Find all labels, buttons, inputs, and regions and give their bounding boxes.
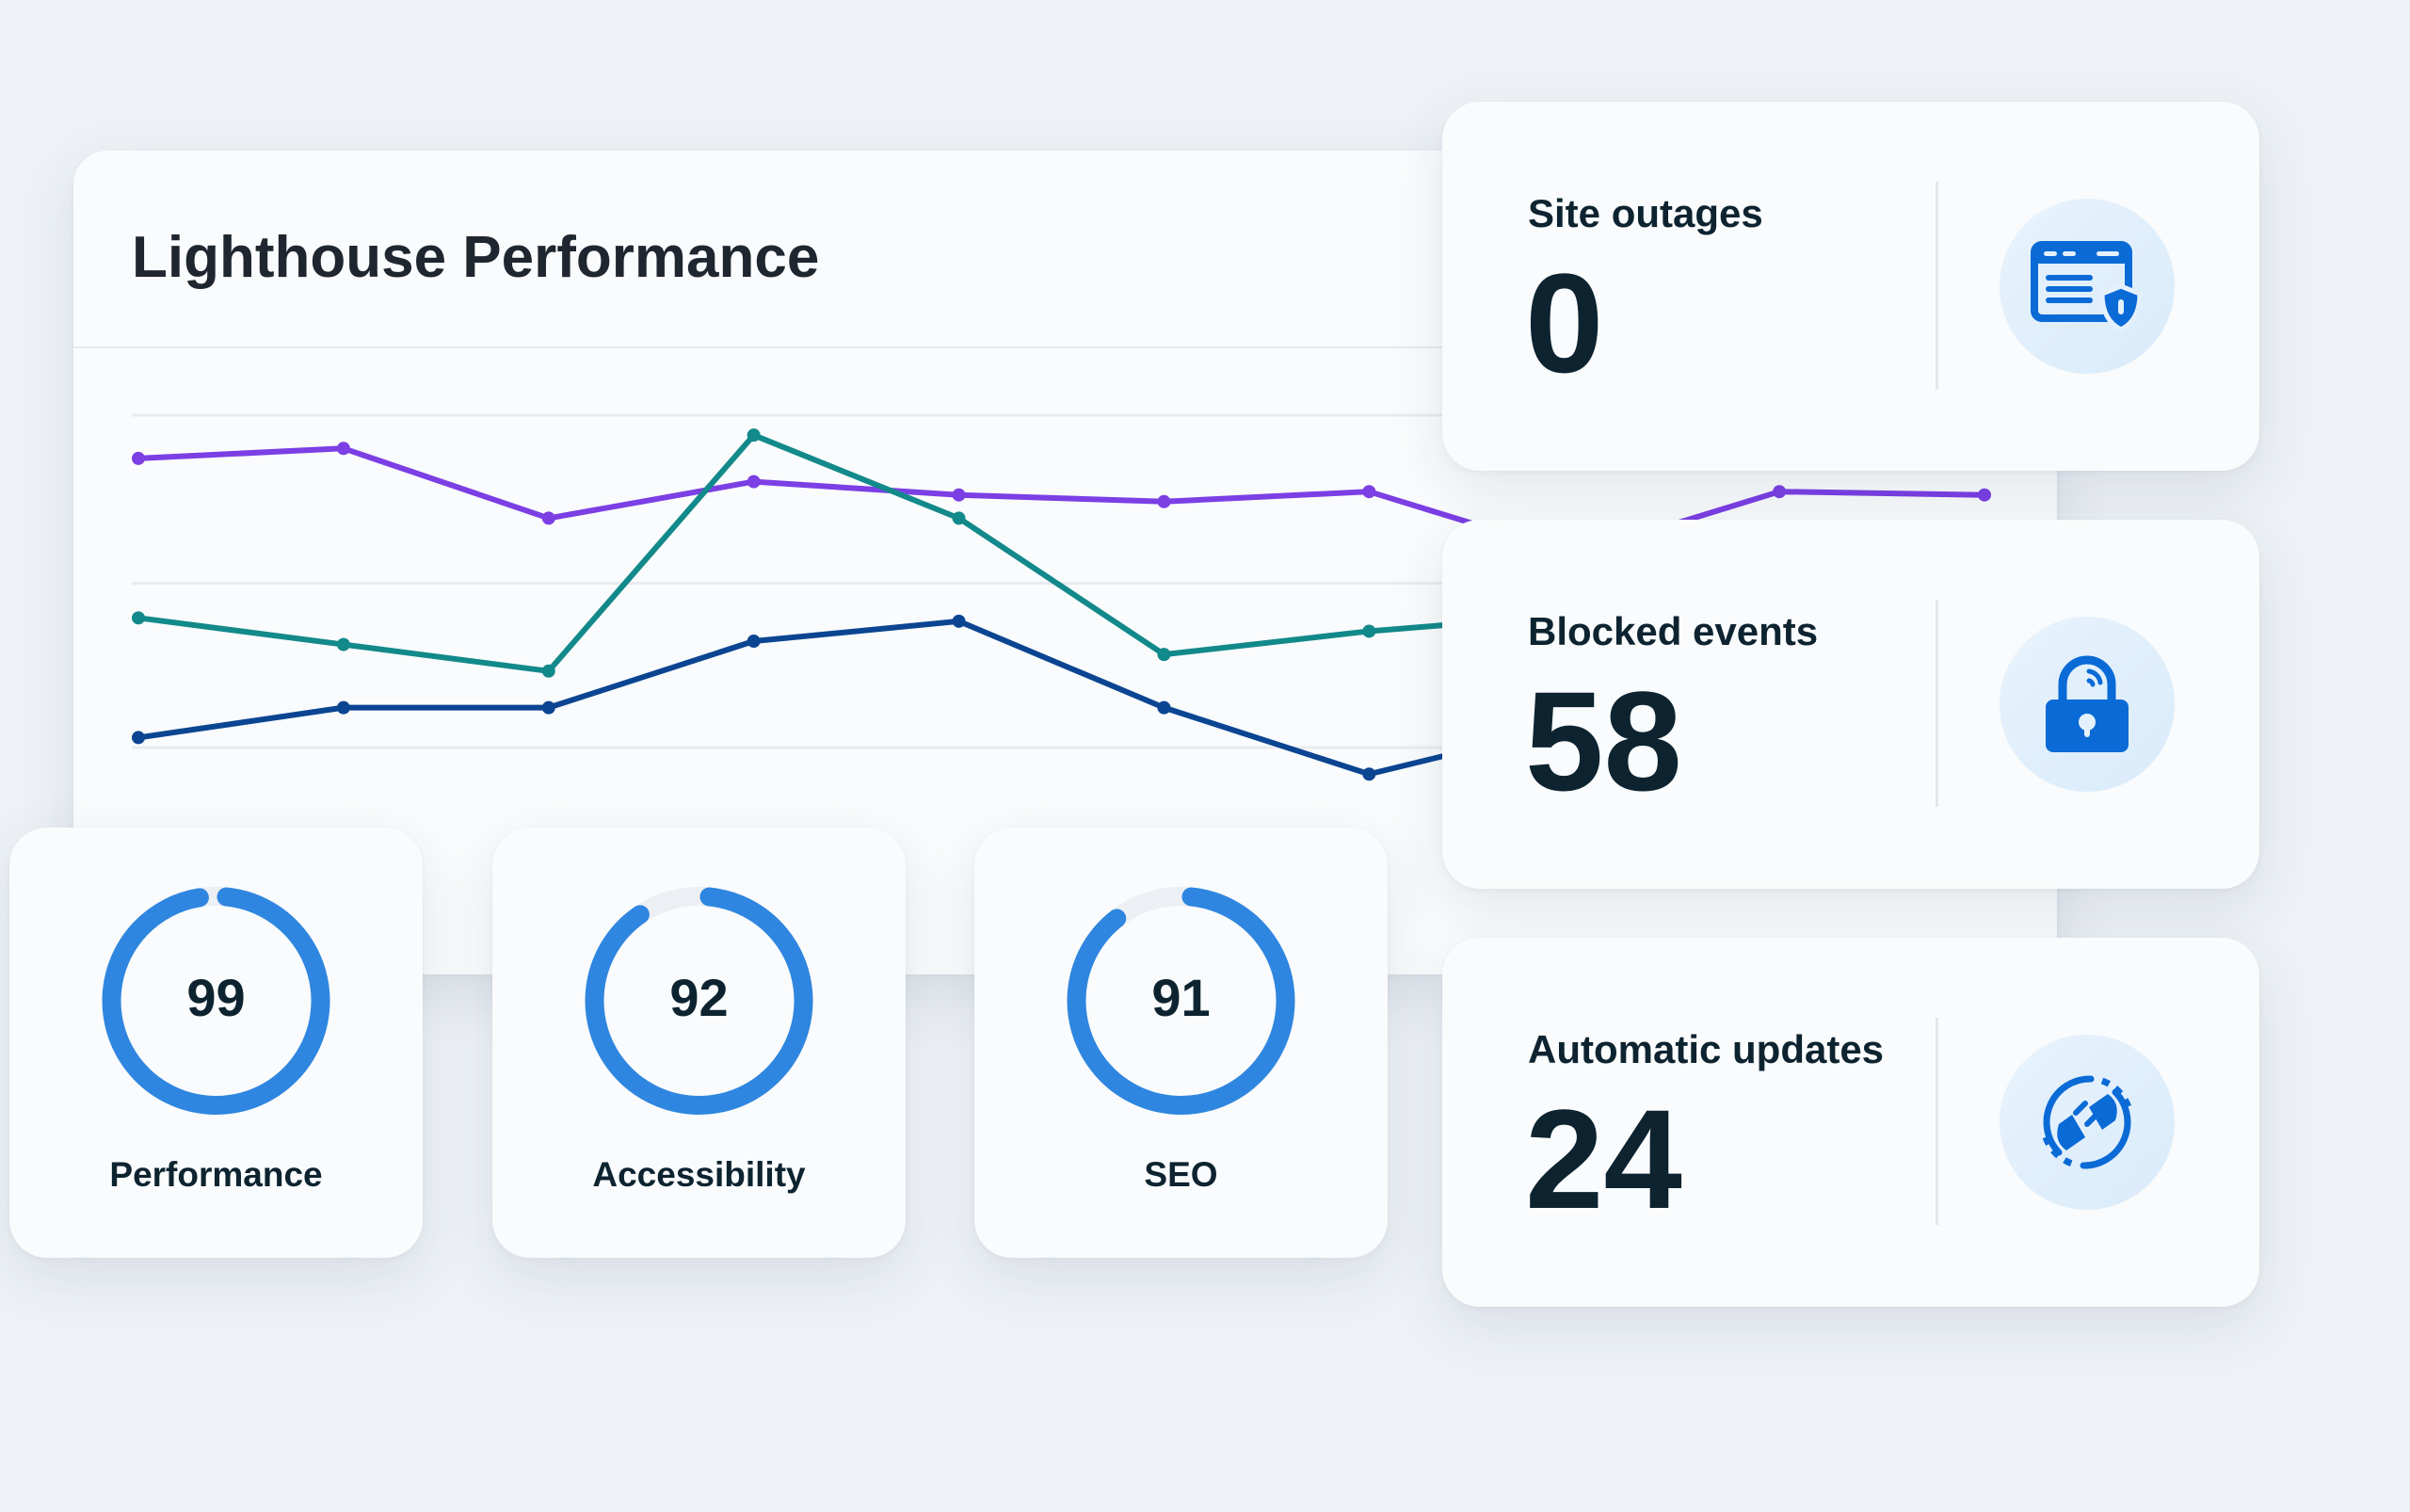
stat-card-site-outages: Site outages 0: [1442, 102, 2259, 471]
series-teal-point: [1362, 624, 1376, 638]
series-navy-point: [1362, 767, 1376, 781]
plug-sync-icon: [2000, 1035, 2175, 1210]
series-teal-point: [541, 664, 555, 678]
chart-divider: [73, 346, 2057, 348]
series-purple-point: [1773, 485, 1787, 499]
stat-divider: [1936, 182, 1938, 389]
gauge-card-accessibility: 92 Accessibility: [492, 828, 906, 1258]
browser-shield-icon: [2000, 199, 2175, 374]
gauge-label: SEO: [1144, 1155, 1218, 1194]
chart-title: Lighthouse Performance: [132, 225, 820, 290]
series-teal-point: [952, 511, 966, 525]
stat-value: 0: [1525, 244, 1604, 402]
gauge-label: Accessibility: [592, 1155, 806, 1194]
series-navy-point: [1157, 700, 1171, 715]
series-teal-point: [132, 611, 145, 625]
series-navy-point: [747, 635, 761, 649]
series-teal-point: [1157, 648, 1171, 662]
series-purple-point: [336, 442, 350, 456]
gauge-card-seo: 91 SEO: [974, 828, 1388, 1258]
gauge-value: 99: [186, 968, 246, 1027]
gauge-progress: [1067, 887, 1295, 1115]
gauge-progress: [585, 887, 813, 1115]
series-purple-point: [1157, 494, 1171, 508]
stat-label: Site outages: [1528, 191, 1763, 235]
lock-icon: [2000, 617, 2175, 792]
series-teal-point: [336, 637, 350, 651]
gauge-card-performance: 99 Performance: [9, 828, 423, 1258]
gauge-progress: [102, 887, 330, 1115]
gauge-ring: [102, 887, 330, 1115]
series-navy-point: [952, 614, 966, 628]
series-navy-point: [132, 731, 145, 745]
series-teal-point: [747, 428, 761, 442]
series-purple-point: [747, 475, 761, 489]
stat-card-blocked-events: Blocked events 58: [1442, 520, 2259, 889]
series-purple-point: [541, 511, 555, 525]
gauge-value: 92: [669, 968, 729, 1027]
series-purple-point: [952, 488, 966, 502]
gauge-label: Performance: [109, 1155, 323, 1194]
gauge-value: 91: [1151, 968, 1211, 1027]
series-purple-point: [1978, 488, 1991, 502]
stat-label: Automatic updates: [1528, 1027, 1885, 1071]
stat-value: 58: [1525, 662, 1682, 820]
stat-value: 24: [1525, 1080, 1682, 1238]
series-navy-point: [541, 700, 555, 715]
series-navy-point: [336, 700, 350, 715]
series-purple-point: [1362, 485, 1376, 499]
gauge-ring: [1067, 887, 1295, 1115]
series-purple-point: [132, 451, 145, 465]
gauge-ring: [585, 887, 813, 1115]
stat-divider: [1936, 1018, 1938, 1225]
stat-divider: [1936, 600, 1938, 807]
stat-card-automatic-updates: Automatic updates 24: [1442, 938, 2259, 1307]
stat-label: Blocked events: [1528, 609, 1819, 653]
